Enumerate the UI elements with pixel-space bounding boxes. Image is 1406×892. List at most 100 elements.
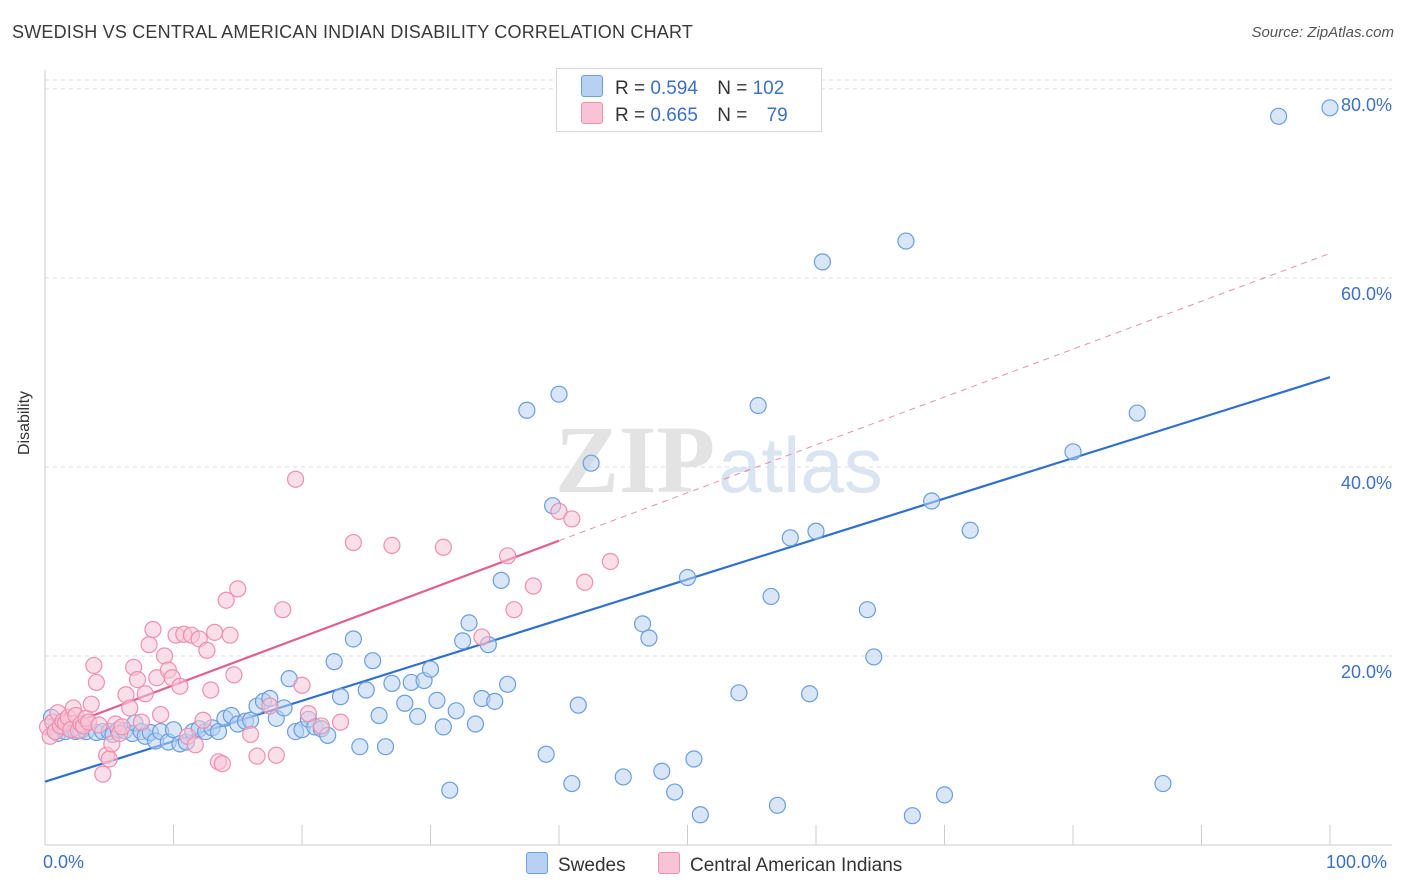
point-central-american-indians-49 [198,641,216,659]
point-central-american-indians-69 [383,536,401,554]
point-swedes-79 [569,696,587,714]
point-central-american-indians-23 [100,750,118,768]
point-swedes-96 [813,253,832,271]
point-swedes-92 [768,796,787,814]
point-central-american-indians-72 [499,547,517,565]
point-swedes-94 [800,685,819,703]
point-swedes-55 [376,738,395,756]
point-swedes-56 [383,674,401,692]
point-swedes-54 [370,706,388,725]
point-central-american-indians-34 [140,636,158,654]
legend-swatch-central-american-indians [581,102,603,124]
point-central-american-indians-31 [128,671,147,689]
point-swedes-80 [582,454,600,472]
point-central-american-indians-60 [261,697,279,715]
point-central-american-indians-18 [85,656,103,675]
point-swedes-91 [762,587,780,606]
x-tick-label-min: 0.0% [43,852,85,872]
point-central-american-indians-32 [132,713,150,731]
point-swedes-72 [492,571,510,589]
trend-line-extension-central-american-indians [558,252,1331,542]
legend-r-label: R = [615,78,646,99]
point-central-american-indians-77 [576,573,594,591]
legend-n-value: 102 [752,78,785,99]
chart-source: Source: ZipAtlas.com [1251,24,1394,41]
point-swedes-64 [441,781,459,799]
legend-r-value: 0.665 [650,105,698,126]
point-swedes-73 [499,675,517,693]
point-central-american-indians-27 [113,718,131,736]
watermark-zip: ZIP [555,406,715,513]
point-central-american-indians-37 [152,705,170,724]
y-tick-label-20: 20.0% [1340,661,1392,682]
legend-n-label: N = [717,105,748,126]
point-swedes-23 [164,721,183,739]
point-central-american-indians-59 [248,747,266,765]
bottom-legend-swatch-swedes [526,852,548,874]
point-central-american-indians-42 [171,677,189,695]
point-swedes-106 [1154,774,1172,793]
y-tick-label-80: 80.0% [1340,94,1392,115]
point-swedes-88 [691,806,709,824]
point-central-american-indians-54 [217,591,235,609]
point-central-american-indians-78 [601,552,620,571]
y-axis-label: Disability [16,390,33,455]
bottom-legend-label-swedes: Swedes [558,855,626,876]
legend-swatch-swedes [581,75,603,97]
point-central-american-indians-76 [563,510,581,528]
point-central-american-indians-19 [87,673,106,692]
point-swedes-98 [865,648,883,666]
point-swedes-99 [897,232,915,250]
point-swedes-81 [614,768,632,786]
legend-row-swedes: R = 0.594 N = 102 [581,75,784,101]
point-swedes-74 [518,401,536,419]
correlation-legend: R = 0.594 N = 102 R = 0.665 N = 79 [556,68,822,132]
point-swedes-66 [454,632,472,650]
point-swedes-62 [428,691,446,709]
point-swedes-75 [537,745,555,763]
point-central-american-indians-65 [299,705,318,723]
point-swedes-67 [460,614,478,632]
point-swedes-53 [364,652,382,670]
point-central-american-indians-56 [225,666,243,684]
point-central-american-indians-61 [267,746,285,764]
point-swedes-84 [653,762,671,780]
point-swedes-51 [351,738,369,756]
point-swedes-50 [344,630,362,648]
point-central-american-indians-62 [274,601,292,619]
point-central-american-indians-46 [186,736,204,754]
trend-layer [44,252,1331,783]
point-swedes-59 [409,707,427,726]
point-swedes-71 [486,692,504,710]
point-swedes-100 [903,807,921,825]
point-central-american-indians-55 [221,626,239,644]
chart-title: SWEDISH VS CENTRAL AMERICAN INDIAN DISAB… [12,22,694,42]
point-central-american-indians-66 [312,717,330,735]
point-swedes-104 [1064,443,1082,461]
bottom-legend-central-american-indians: Central American Indians [658,852,902,877]
point-swedes-83 [640,629,658,647]
legend-r-value: 0.594 [650,78,698,99]
point-swedes-78 [563,774,581,793]
point-central-american-indians-20 [90,716,108,734]
legend-r-label: R = [615,105,646,126]
legend-row-central-american-indians: R = 0.665 N = 79 [581,102,788,128]
point-swedes-61 [421,660,440,678]
point-swedes-107 [1269,107,1288,125]
point-swedes-40 [275,699,293,717]
point-central-american-indians-67 [331,713,350,731]
point-swedes-52 [357,681,375,699]
point-central-american-indians-38 [155,647,174,665]
point-swedes-85 [666,783,684,801]
point-central-american-indians-70 [434,538,452,556]
point-swedes-63 [434,718,452,736]
point-central-american-indians-63 [286,470,305,488]
point-swedes-87 [685,750,703,768]
point-central-american-indians-57 [229,580,247,598]
point-central-american-indians-64 [293,676,311,694]
point-central-american-indians-71 [473,628,491,646]
y-tick-label-40: 40.0% [1340,472,1392,493]
bottom-legend-swatch-central-american-indians [658,852,680,874]
point-central-american-indians-53 [213,755,231,773]
legend-n-label: N = [717,78,748,99]
